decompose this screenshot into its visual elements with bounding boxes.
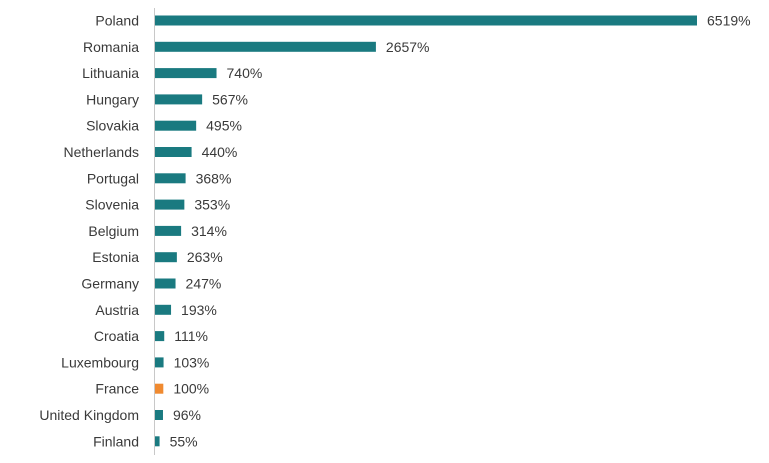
bar-belgium bbox=[155, 225, 182, 236]
category-label-belgium: Belgium bbox=[88, 223, 139, 239]
category-label-germany: Germany bbox=[81, 276, 139, 292]
bar-luxembourg bbox=[155, 357, 164, 368]
category-label-netherlands: Netherlands bbox=[64, 144, 140, 160]
bar-france bbox=[155, 383, 164, 394]
bar-united-kingdom bbox=[155, 410, 163, 420]
category-label-estonia: Estonia bbox=[92, 249, 139, 265]
value-label-finland: 55% bbox=[170, 433, 198, 449]
value-label-belgium: 314% bbox=[191, 223, 227, 239]
bar-slovenia bbox=[155, 199, 185, 210]
category-label-slovenia: Slovenia bbox=[85, 197, 139, 213]
category-label-lithuania: Lithuania bbox=[82, 65, 139, 81]
category-label-finland: Finland bbox=[93, 433, 139, 449]
category-label-poland: Poland bbox=[95, 13, 139, 29]
value-label-united-kingdom: 96% bbox=[173, 407, 201, 423]
category-label-croatia: Croatia bbox=[94, 328, 139, 344]
bar-estonia bbox=[155, 252, 177, 263]
value-label-lithuania: 740% bbox=[227, 65, 263, 81]
category-label-romania: Romania bbox=[83, 39, 139, 55]
bar-austria bbox=[155, 304, 172, 315]
value-label-luxembourg: 103% bbox=[174, 354, 210, 370]
bar-croatia bbox=[155, 331, 165, 342]
value-label-croatia: 111% bbox=[174, 328, 208, 344]
category-label-austria: Austria bbox=[95, 302, 139, 318]
value-label-estonia: 263% bbox=[187, 249, 223, 265]
bar-slovakia bbox=[155, 120, 197, 131]
value-label-slovenia: 353% bbox=[194, 197, 230, 213]
value-label-slovakia: 495% bbox=[206, 118, 242, 134]
bar-portugal bbox=[155, 173, 186, 184]
value-label-romania: 2657% bbox=[386, 39, 430, 55]
category-label-hungary: Hungary bbox=[86, 91, 139, 107]
value-label-austria: 193% bbox=[181, 302, 217, 318]
bar-finland bbox=[155, 436, 160, 447]
bar-germany bbox=[155, 278, 176, 289]
value-label-hungary: 567% bbox=[212, 91, 248, 107]
value-label-portugal: 368% bbox=[196, 170, 232, 186]
value-label-poland: 6519% bbox=[707, 13, 751, 29]
value-label-netherlands: 440% bbox=[202, 144, 238, 160]
category-label-portugal: Portugal bbox=[87, 170, 139, 186]
category-label-luxembourg: Luxembourg bbox=[61, 354, 139, 370]
value-label-france: 100% bbox=[173, 381, 209, 397]
bar-poland bbox=[155, 15, 697, 26]
category-label-united-kingdom: United Kingdom bbox=[39, 407, 139, 423]
category-label-france: France bbox=[95, 381, 139, 397]
value-label-germany: 247% bbox=[186, 276, 222, 292]
bar-netherlands bbox=[155, 147, 192, 157]
bars-group: Poland 6519% Romania 2657% Lithuania 740% Hung… bbox=[39, 13, 750, 450]
bar-lithuania bbox=[155, 68, 217, 79]
bar-hungary bbox=[155, 94, 203, 105]
bar-romania bbox=[155, 41, 376, 52]
category-label-slovakia: Slovakia bbox=[86, 118, 139, 134]
